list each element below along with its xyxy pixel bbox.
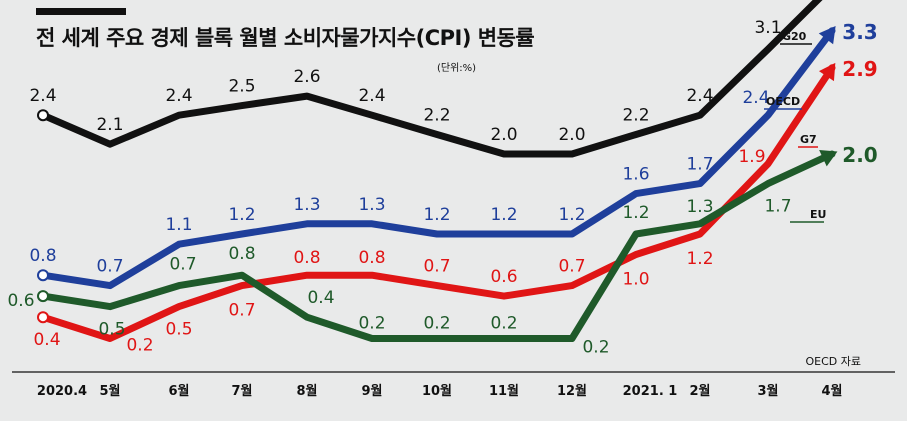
series-start-point (37, 269, 49, 282)
data-label: 0.5 (98, 320, 125, 340)
data-label: 2.4 (742, 88, 769, 108)
data-label: 1.2 (423, 205, 450, 225)
data-label: 0.7 (169, 255, 196, 275)
data-label: 2.6 (293, 67, 320, 87)
data-label: 2.0 (842, 143, 877, 167)
data-label: 1.2 (558, 205, 585, 225)
data-label: 1.2 (622, 203, 649, 223)
data-label: 2.2 (423, 106, 450, 126)
data-label: 0.7 (558, 257, 585, 277)
data-label: 0.8 (293, 248, 320, 268)
x-tick-label: 2021. 1 (623, 384, 678, 399)
data-label: 0.4 (33, 330, 60, 350)
data-label: 2.4 (686, 86, 713, 106)
data-label: 0.7 (423, 257, 450, 277)
series-start-point (37, 311, 49, 324)
series-arrowhead (819, 150, 838, 167)
series-name-g7: G7 (800, 133, 817, 146)
data-label: 0.2 (126, 336, 153, 356)
chart-title: 전 세계 주요 경제 블록 월별 소비자물가지수(CPI) 변동률 (36, 26, 535, 50)
x-tick-label: 3월 (757, 383, 778, 399)
data-label: 0.6 (7, 291, 34, 311)
data-label: 0.4 (307, 288, 334, 308)
data-label: 1.9 (738, 147, 765, 167)
data-label: 1.6 (622, 165, 649, 185)
x-tick-label: 4월 (821, 383, 842, 399)
data-label: 1.0 (622, 270, 649, 290)
data-label: 2.1 (96, 115, 123, 135)
x-tick-label: 2020.4 (37, 384, 87, 399)
x-tick-label: 9월 (361, 383, 382, 399)
chart-source: OECD 자료 (805, 355, 862, 368)
chart-unit: (단위:%) (437, 63, 477, 74)
data-label: 1.1 (165, 215, 192, 235)
series-name-g20: G20 (782, 30, 807, 43)
data-label: 1.3 (293, 195, 320, 215)
x-tick-label: 10월 (422, 383, 452, 399)
x-tick-label: 7월 (231, 383, 252, 399)
data-label: 2.4 (165, 86, 192, 106)
data-label: 2.0 (490, 125, 517, 145)
data-label: 0.6 (490, 267, 517, 287)
data-label: 0.2 (582, 338, 609, 358)
x-tick-label: 11월 (489, 383, 519, 399)
data-label: 2.9 (842, 57, 877, 81)
series-arrowhead (818, 26, 836, 45)
data-label: 1.7 (686, 155, 713, 175)
series-line-oecd (39, 27, 836, 290)
series-name-oecd: OECD (766, 95, 800, 108)
data-label: 1.2 (686, 249, 713, 269)
data-label: 0.2 (358, 314, 385, 334)
series-line-eu (39, 150, 836, 342)
data-label: 0.8 (29, 246, 56, 266)
data-label: 1.7 (764, 197, 791, 217)
series-line-g20 (39, 0, 823, 158)
series-arrowhead (818, 62, 836, 82)
x-tick-label: 5월 (99, 383, 120, 399)
data-label: 3.1 (754, 18, 781, 38)
data-label: 2.4 (29, 86, 56, 106)
data-label: 2.4 (358, 86, 385, 106)
data-label: 0.5 (165, 320, 192, 340)
data-label: 0.2 (490, 314, 517, 334)
data-label: 1.2 (228, 205, 255, 225)
series-start-point (37, 290, 49, 303)
x-tick-label: 6월 (168, 383, 189, 399)
title-accent-bar (36, 8, 126, 15)
data-label: 1.3 (686, 197, 713, 217)
data-label: 0.8 (358, 248, 385, 268)
data-label: 0.2 (423, 314, 450, 334)
data-label: 2.5 (228, 77, 255, 97)
data-label: 0.7 (96, 257, 123, 277)
data-label: 1.2 (490, 205, 517, 225)
data-label: 2.2 (622, 106, 649, 126)
data-label: 1.3 (358, 195, 385, 215)
data-label: 3.3 (842, 20, 877, 44)
series-name-eu: EU (810, 208, 826, 221)
x-tick-label: 12월 (557, 383, 587, 399)
data-label: 2.0 (558, 125, 585, 145)
x-tick-label: 2월 (689, 383, 710, 399)
x-tick-label: 8월 (296, 383, 317, 399)
series-start-point (37, 109, 49, 122)
data-label: 0.7 (228, 301, 255, 321)
data-label: 0.8 (228, 244, 255, 264)
series-line-g7 (39, 64, 836, 342)
